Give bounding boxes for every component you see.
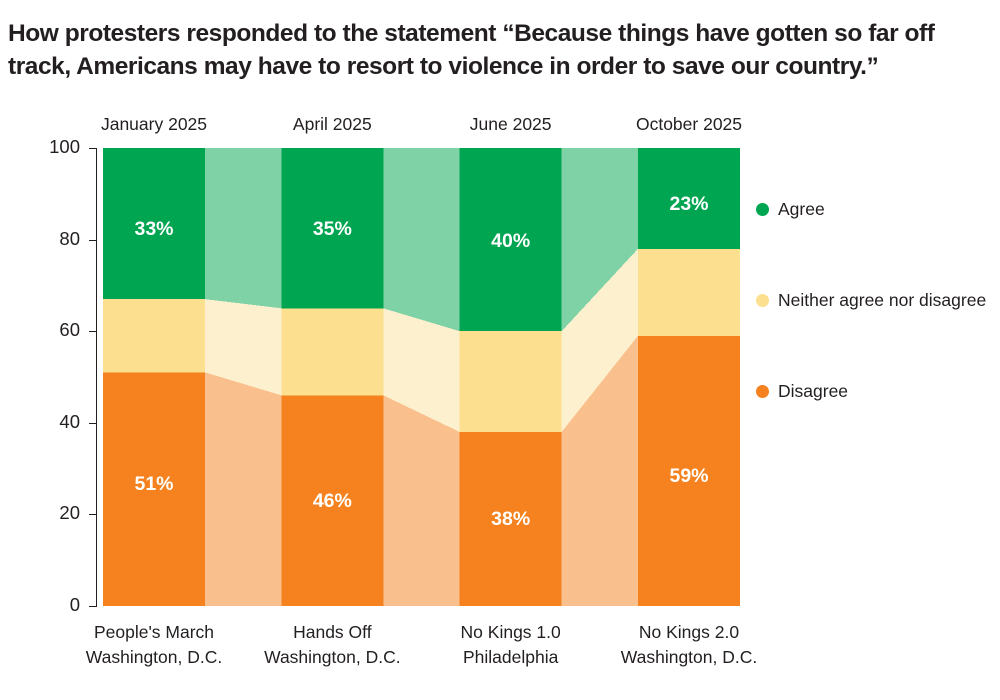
ribbon-disagree-2 [561,335,638,606]
category-label-2: No Kings 1.0 Philadelphia [424,620,598,670]
ribbon-disagree-1 [383,395,460,606]
y-tick-label-0: 0 [69,594,80,615]
category-label-3: No Kings 2.0 Washington, D.C. [602,620,776,670]
ribbon-agree-2 [561,148,638,332]
ribbon-neither-1 [383,308,460,432]
chart-title-line-2: track, Americans may have to resort to v… [8,52,879,80]
legend-item-agree[interactable]: Agree [756,199,825,220]
bar-agree-0 [103,148,205,300]
bar-neither-3 [638,248,740,336]
period-label-2: June 2025 [469,114,552,134]
legend-label: Neither agree nor disagree [778,290,987,310]
y-tick-label-20: 20 [59,502,80,524]
y-tick-mark-40 [89,422,97,424]
plot-area [103,148,740,606]
category-label-3-line-1: Washington, D.C. [620,646,758,667]
value-label-disagree-3: 59% [669,465,709,487]
y-tick-mark-60 [89,331,97,333]
y-tick-label-100: 100 [49,136,80,157]
legend-swatch-icon [756,203,769,216]
y-tick-label-80: 80 [59,227,80,249]
category-label-1-line-1: Washington, D.C. [264,646,401,667]
value-label-agree-1: 35% [312,218,352,240]
bar-disagree-0 [103,372,205,606]
period-label-1: April 2025 [292,114,372,134]
period-label-3: October 2025 [635,114,743,134]
value-label-agree-2: 40% [491,230,531,252]
category-label-1-line-0: Hands Off [293,622,372,642]
value-label-agree-3: 23% [669,193,709,215]
legend-swatch-icon [756,294,769,307]
value-label-disagree-1: 46% [312,490,352,512]
bar-agree-2 [459,148,562,332]
bar-disagree-2 [459,431,562,606]
chart-legend: Agree Neither agree nor disagree Disagree [748,0,1000,700]
ribbon-disagree-0 [205,372,282,606]
chart-title: How protesters responded to the statemen… [8,18,983,83]
category-label-1: Hands Off Washington, D.C. [245,620,419,670]
category-label-3-line-0: No Kings 2.0 [638,622,740,642]
category-label-2-line-1: Philadelphia [462,646,559,667]
y-tick-mark-100 [89,148,97,149]
y-tick-label-40: 40 [59,410,80,432]
value-label-disagree-2: 38% [491,508,531,530]
bar-agree-3 [638,148,740,249]
legend-item-disagree[interactable]: Disagree [756,381,848,402]
category-label-0-line-0: People's March [93,622,215,642]
ribbon-agree-1 [383,148,460,332]
y-tick-mark-0 [89,606,97,607]
category-label-0: People's March Washington, D.C. [67,620,241,670]
legend-item-neither-agree-nor-disagree[interactable]: Neither agree nor disagree [756,290,986,311]
value-label-disagree-0: 51% [134,473,174,495]
legend-swatch-icon [756,385,769,398]
bar-disagree-1 [281,395,384,606]
bar-disagree-3 [638,335,740,606]
legend-label: Disagree [778,381,849,401]
chart-title-line-1: How protesters responded to the statemen… [8,20,935,47]
y-tick-mark-20 [89,514,97,516]
category-label-2-line-0: No Kings 1.0 [460,622,561,642]
ribbon-neither-2 [561,248,638,432]
y-tick-label-60: 60 [59,319,80,341]
y-axis-ticks: 100 80 60 40 20 0 [22,0,80,700]
bar-agree-1 [281,148,384,309]
bar-neither-2 [459,331,562,432]
ribbon-neither-0 [205,299,282,396]
stacked-area-plot [103,148,740,606]
legend-label: Agree [778,199,825,219]
category-label-0-line-1: Washington, D.C. [85,646,223,667]
value-label-agree-0: 33% [134,218,174,240]
bar-neither-0 [103,299,205,373]
ribbon-agree-0 [205,148,282,309]
bar-neither-1 [281,308,384,396]
y-axis-line [96,148,97,606]
y-tick-mark-80 [89,239,97,241]
period-label-0: January 2025 [100,114,208,134]
